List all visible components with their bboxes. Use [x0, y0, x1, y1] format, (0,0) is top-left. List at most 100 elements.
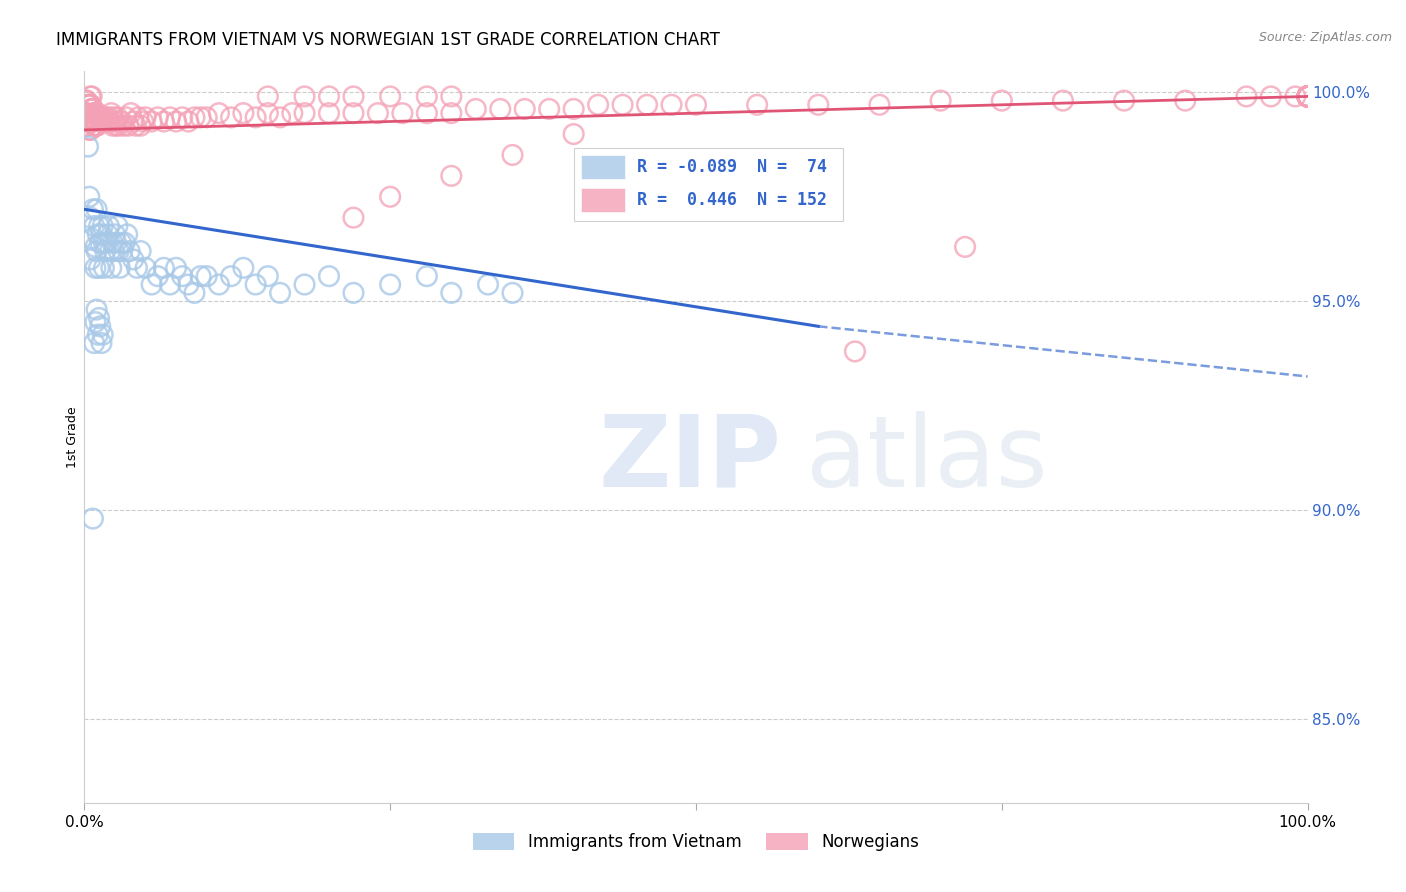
Point — [146, 269, 169, 284]
Point — [165, 114, 187, 128]
Point — [342, 285, 364, 300]
Point — [80, 114, 103, 128]
Point — [1052, 94, 1074, 108]
Point — [100, 106, 122, 120]
Point — [86, 302, 108, 317]
Point — [1260, 89, 1282, 103]
Point — [190, 269, 212, 284]
Point — [1296, 89, 1319, 103]
Point — [257, 269, 280, 284]
Point — [1236, 89, 1258, 103]
Point — [1296, 89, 1319, 103]
Point — [77, 111, 100, 125]
Point — [77, 97, 100, 112]
Legend: Immigrants from Vietnam, Norwegians: Immigrants from Vietnam, Norwegians — [465, 826, 927, 858]
Point — [80, 102, 103, 116]
Point — [75, 119, 97, 133]
Text: ZIP: ZIP — [598, 410, 780, 508]
Point — [110, 114, 132, 128]
Point — [79, 97, 101, 112]
Point — [245, 111, 267, 125]
Point — [367, 106, 389, 120]
Point — [76, 106, 98, 120]
Point — [1296, 89, 1319, 103]
Point — [79, 89, 101, 103]
Point — [86, 119, 108, 133]
Point — [257, 89, 280, 103]
Point — [91, 327, 114, 342]
Point — [93, 235, 115, 250]
Point — [110, 235, 132, 250]
Point — [77, 111, 100, 125]
Point — [844, 344, 866, 359]
Point — [93, 260, 115, 275]
Point — [232, 106, 254, 120]
Point — [76, 119, 98, 133]
Y-axis label: 1st Grade: 1st Grade — [66, 406, 79, 468]
Point — [538, 102, 561, 116]
Point — [153, 114, 176, 128]
Point — [98, 114, 121, 128]
Text: IMMIGRANTS FROM VIETNAM VS NORWEGIAN 1ST GRADE CORRELATION CHART: IMMIGRANTS FROM VIETNAM VS NORWEGIAN 1ST… — [56, 31, 720, 49]
Point — [342, 106, 364, 120]
Point — [342, 89, 364, 103]
Point — [685, 97, 707, 112]
Point — [502, 148, 524, 162]
Point — [94, 244, 117, 258]
Point — [89, 114, 111, 128]
Point — [86, 119, 108, 133]
Point — [83, 106, 105, 120]
Point — [86, 106, 108, 120]
Point — [82, 114, 104, 128]
Point — [489, 102, 512, 116]
Point — [107, 244, 129, 258]
Point — [177, 277, 200, 292]
Point — [502, 285, 524, 300]
Point — [87, 327, 110, 342]
Point — [172, 269, 194, 284]
Point — [108, 260, 131, 275]
Point — [111, 244, 134, 258]
Point — [105, 235, 128, 250]
Point — [440, 106, 463, 120]
Text: R =  0.446  N = 152: R = 0.446 N = 152 — [637, 191, 827, 209]
Point — [96, 111, 118, 125]
Point — [77, 97, 100, 112]
Point — [1296, 89, 1319, 103]
Point — [98, 244, 121, 258]
Point — [146, 111, 169, 125]
Point — [1284, 89, 1306, 103]
Point — [101, 119, 124, 133]
Point — [208, 277, 231, 292]
Point — [953, 240, 976, 254]
Point — [562, 127, 585, 141]
Point — [159, 277, 181, 292]
Point — [380, 277, 402, 292]
Text: R = -0.089  N =  74: R = -0.089 N = 74 — [637, 158, 827, 177]
Point — [129, 244, 152, 258]
Point — [104, 114, 127, 128]
Point — [97, 219, 120, 233]
Point — [1114, 94, 1136, 108]
Point — [929, 94, 952, 108]
Point — [269, 285, 291, 300]
Point — [91, 114, 114, 128]
Point — [84, 260, 107, 275]
Point — [118, 244, 141, 258]
Point — [77, 97, 100, 112]
Point — [80, 89, 103, 103]
Point — [89, 319, 111, 334]
Point — [132, 114, 155, 128]
Point — [90, 336, 112, 351]
FancyBboxPatch shape — [581, 188, 626, 211]
Point — [1296, 89, 1319, 103]
Point — [380, 89, 402, 103]
Point — [165, 260, 187, 275]
Point — [82, 114, 104, 128]
Point — [75, 106, 97, 120]
Point — [122, 252, 145, 267]
Point — [105, 219, 128, 233]
Point — [97, 227, 120, 242]
Point — [76, 94, 98, 108]
Point — [77, 139, 100, 153]
